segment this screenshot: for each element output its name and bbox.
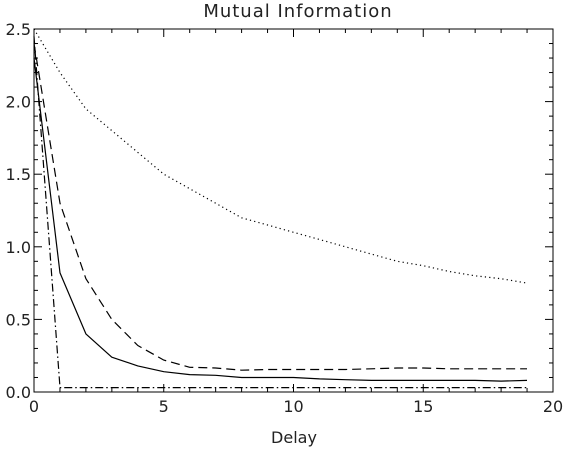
y-axis-ticks: 0.0 0.5 1.0 1.5 2.0 2.5 <box>6 20 553 402</box>
x-tick-label: 0 <box>29 397 39 416</box>
x-tick-label: 20 <box>543 397 563 416</box>
x-tick-label: 15 <box>413 397 433 416</box>
x-axis-ticks: 0 5 10 15 20 <box>29 29 563 416</box>
series-line-solid <box>33 57 528 382</box>
series-line-dashdot <box>33 36 527 389</box>
y-tick-label: 2.5 <box>6 20 31 39</box>
x-tick-label: 10 <box>283 397 303 416</box>
series-line-dotted <box>33 28 528 284</box>
series-line-dashed <box>33 43 527 371</box>
y-tick-label: 0.5 <box>6 310 31 329</box>
y-tick-label: 1.5 <box>6 165 31 184</box>
y-tick-label: 0.0 <box>6 383 31 402</box>
x-tick-label: 5 <box>159 397 169 416</box>
y-tick-label: 2.0 <box>6 93 31 112</box>
x-axis-label: Delay <box>271 428 317 447</box>
data-series <box>33 28 528 389</box>
plot-frame <box>33 28 554 393</box>
y-tick-label: 1.0 <box>6 238 31 257</box>
chart-title: Mutual Information <box>203 1 392 22</box>
